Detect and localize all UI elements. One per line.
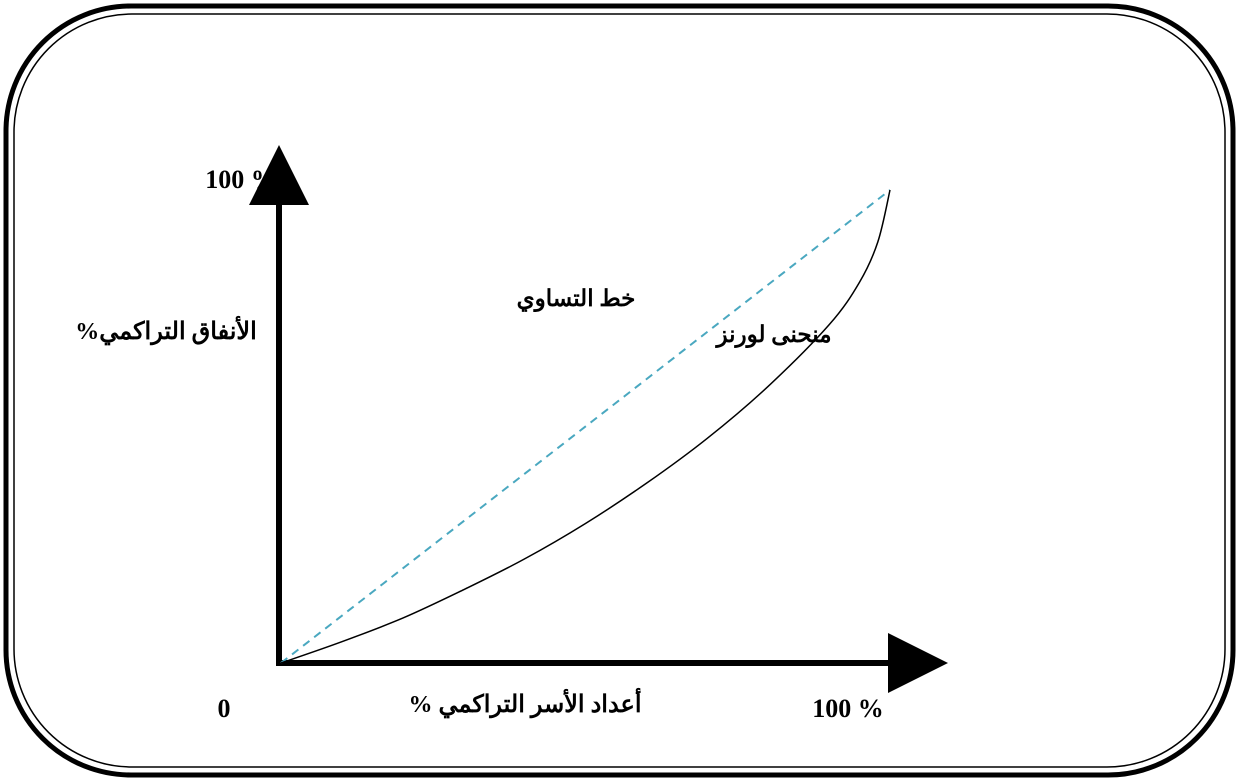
y-axis-title: الأنفاق التراكمي% xyxy=(75,314,257,346)
x-max-label: 100 % xyxy=(812,694,884,723)
frame-inner-border xyxy=(13,13,1226,768)
origin-label: 0 xyxy=(218,694,231,723)
lorenz-curve xyxy=(280,189,891,664)
equality-line xyxy=(280,189,891,664)
x-axis-title: أعداد الأسر التراكمي % xyxy=(408,686,641,719)
equality-line-label: خط التساوي xyxy=(517,286,636,313)
frame-outer-border xyxy=(3,3,1236,778)
lorenz-curve-label: منحنى لورنز xyxy=(714,322,831,349)
y-max-label: 100 % xyxy=(205,165,277,194)
